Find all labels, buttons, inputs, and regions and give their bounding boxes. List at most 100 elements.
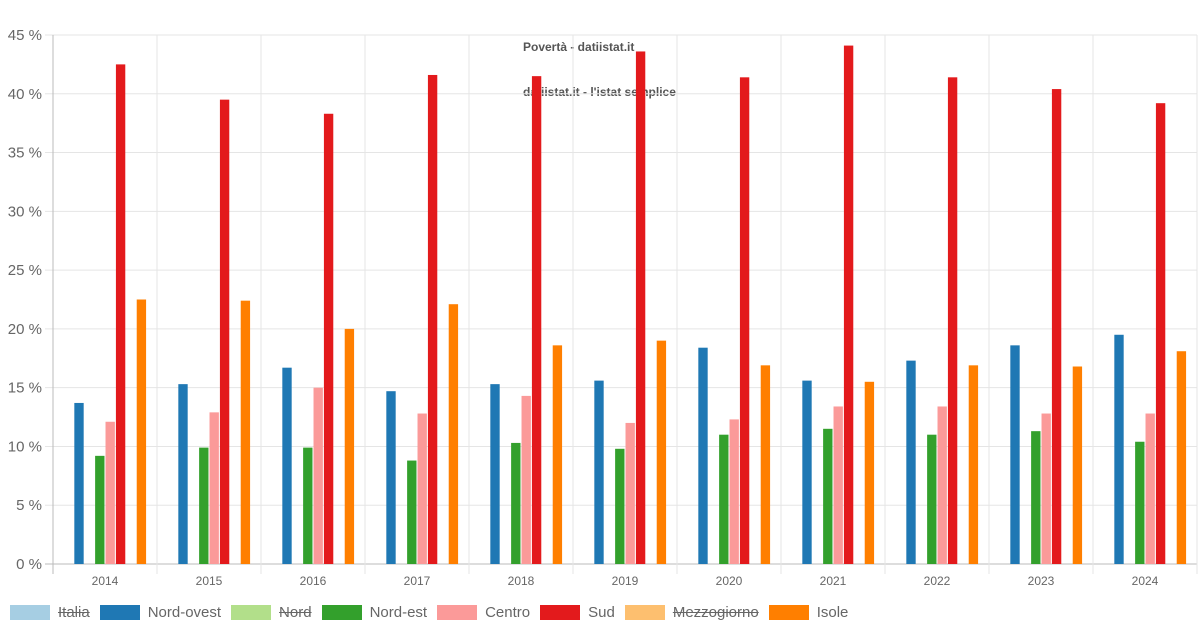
bar-sud-2018[interactable] xyxy=(531,76,542,565)
bar-sud-2016[interactable] xyxy=(323,113,334,565)
bar-centro-2017[interactable] xyxy=(417,413,427,564)
bar-sud-2019[interactable] xyxy=(635,51,646,565)
bar-centro-2023[interactable] xyxy=(1041,413,1051,564)
chart-title: Povertà - datiistat.it xyxy=(523,40,635,54)
bar-sud-2017[interactable] xyxy=(427,74,438,565)
bar-nord-est-2016[interactable] xyxy=(303,447,313,564)
y-tick-label: 30 % xyxy=(8,203,42,220)
y-tick-label: 20 % xyxy=(8,321,42,338)
bar-centro-2015[interactable] xyxy=(209,412,219,564)
legend-label: Nord-est xyxy=(369,603,428,621)
bar-nord-est-2018[interactable] xyxy=(511,442,521,564)
bar-sud-2020[interactable] xyxy=(739,77,750,564)
bar-sud-2022[interactable] xyxy=(947,77,958,564)
chart-legend: Italia Nord-ovest Nord Nord-est Centro Sud Mez… xyxy=(10,602,858,622)
x-tick-label: 2022 xyxy=(924,574,951,588)
x-tick-label: 2016 xyxy=(300,574,327,588)
legend-item-nord-ovest[interactable]: Nord-ovest xyxy=(99,603,222,621)
bar-isole-2017[interactable] xyxy=(448,304,459,564)
y-tick-label: 5 % xyxy=(16,497,42,514)
legend-swatch xyxy=(540,604,581,620)
bar-nord-ovest-2014[interactable] xyxy=(74,402,84,564)
y-tick-label: 45 % xyxy=(8,27,42,44)
x-tick-label: 2020 xyxy=(716,574,743,588)
x-tick-label: 2015 xyxy=(196,574,223,588)
bar-nord-est-2022[interactable] xyxy=(927,434,937,564)
legend-item-italia[interactable]: Italia xyxy=(10,604,90,621)
legend-item-sud[interactable]: Sud xyxy=(540,604,615,621)
y-tick-label: 10 % xyxy=(8,438,42,455)
legend-item-nord-est[interactable]: Nord-est xyxy=(321,603,428,621)
legend-item-mezzogiorno[interactable]: Mezzogiorno xyxy=(624,603,759,621)
bar-isole-2021[interactable] xyxy=(864,381,875,564)
bar-centro-2018[interactable] xyxy=(521,395,531,564)
legend-swatch xyxy=(231,604,272,620)
x-tick-label: 2023 xyxy=(1028,574,1055,588)
legend-label: Mezzogiorno xyxy=(672,603,759,621)
bar-sud-2014[interactable] xyxy=(115,64,126,564)
bar-centro-2020[interactable] xyxy=(729,419,739,564)
bar-nord-ovest-2023[interactable] xyxy=(1010,345,1020,564)
bar-chart: 0 % 5 % 10 % 15 % 20 % 25 % 30 % 35 % 40 % 45 % 20… xyxy=(8,27,1198,588)
bar-sud-2024[interactable] xyxy=(1155,103,1166,564)
legend-swatch xyxy=(321,604,362,620)
bar-isole-2018[interactable] xyxy=(552,345,563,564)
legend-item-centro[interactable]: Centro xyxy=(437,604,530,621)
bar-nord-ovest-2016[interactable] xyxy=(282,367,292,564)
bar-nord-ovest-2017[interactable] xyxy=(386,391,396,564)
bar-isole-2015[interactable] xyxy=(240,300,251,564)
legend-label: Nord xyxy=(279,603,312,621)
y-tick-label: 35 % xyxy=(8,145,42,162)
y-tick-label: 25 % xyxy=(8,262,42,279)
bar-centro-2022[interactable] xyxy=(937,406,947,564)
x-tick-label: 2019 xyxy=(612,574,639,588)
legend-swatch xyxy=(768,604,809,620)
x-tick-label: 2024 xyxy=(1132,574,1159,588)
legend-label: Italia xyxy=(58,603,90,621)
legend-label: Sud xyxy=(588,603,615,621)
x-tick-label: 2014 xyxy=(92,574,119,588)
bar-nord-ovest-2022[interactable] xyxy=(906,360,916,564)
y-tick-label: 40 % xyxy=(8,86,42,103)
bar-sud-2015[interactable] xyxy=(219,99,230,565)
x-tick-label: 2017 xyxy=(404,574,431,588)
x-tick-label: 2021 xyxy=(820,574,847,588)
bar-nord-est-2021[interactable] xyxy=(823,428,833,564)
bar-nord-est-2023[interactable] xyxy=(1031,431,1041,564)
legend-label: Nord-ovest xyxy=(147,603,222,621)
bar-nord-ovest-2018[interactable] xyxy=(490,384,500,564)
bar-nord-est-2017[interactable] xyxy=(407,460,417,564)
bar-centro-2014[interactable] xyxy=(105,421,115,564)
bar-nord-est-2014[interactable] xyxy=(95,455,105,564)
legend-item-nord[interactable]: Nord xyxy=(231,604,312,621)
bar-centro-2024[interactable] xyxy=(1145,413,1155,564)
legend-label: Isole xyxy=(816,603,849,621)
bar-nord-ovest-2020[interactable] xyxy=(698,347,708,564)
y-tick-label: 0 % xyxy=(16,556,42,573)
bar-isole-2024[interactable] xyxy=(1176,351,1187,564)
bar-isole-2023[interactable] xyxy=(1072,366,1083,564)
bar-nord-ovest-2019[interactable] xyxy=(594,380,604,564)
bar-sud-2023[interactable] xyxy=(1051,89,1062,564)
bar-sud-2021[interactable] xyxy=(843,45,854,564)
bar-isole-2020[interactable] xyxy=(760,365,771,564)
legend-label: Centro xyxy=(485,603,531,621)
bar-isole-2019[interactable] xyxy=(656,340,667,564)
bar-nord-est-2020[interactable] xyxy=(719,434,729,564)
legend-swatch xyxy=(10,604,50,620)
bar-nord-est-2019[interactable] xyxy=(615,448,625,564)
bar-isole-2014[interactable] xyxy=(136,299,147,565)
legend-item-isole[interactable]: Isole xyxy=(768,603,849,621)
y-tick-label: 15 % xyxy=(8,380,42,397)
bar-nord-ovest-2015[interactable] xyxy=(178,384,188,564)
bar-centro-2021[interactable] xyxy=(833,406,843,564)
bar-nord-est-2015[interactable] xyxy=(199,447,209,564)
bar-isole-2016[interactable] xyxy=(344,328,355,564)
bar-nord-ovest-2024[interactable] xyxy=(1114,334,1124,564)
bar-nord-est-2024[interactable] xyxy=(1135,441,1145,564)
legend-swatch xyxy=(624,604,665,620)
bar-nord-ovest-2021[interactable] xyxy=(802,380,812,564)
bar-centro-2019[interactable] xyxy=(625,422,635,564)
bar-isole-2022[interactable] xyxy=(968,365,979,564)
bar-centro-2016[interactable] xyxy=(313,387,323,564)
